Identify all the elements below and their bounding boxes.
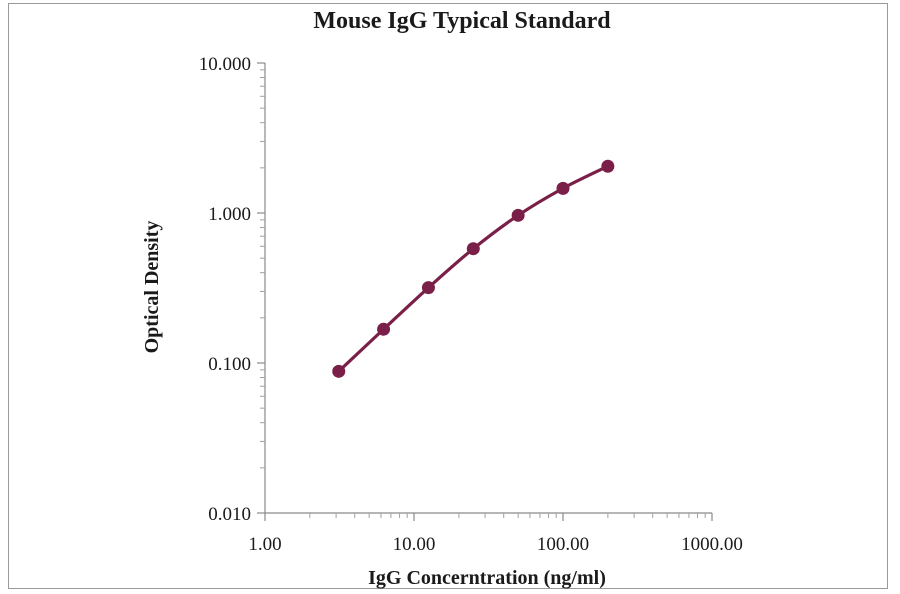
data-point [601,159,615,173]
series-line [337,164,610,373]
series-layer [332,159,615,378]
y-tick-label: 0.100 [208,354,251,375]
data-point [466,242,480,256]
data-point [421,281,435,295]
y-axis-label: Optical Density [141,221,163,354]
data-point [511,208,525,222]
chart-title: Mouse IgG Typical Standard [313,8,611,34]
chart-frame [8,3,888,589]
x-axis-label: IgG Concerntration (ng/ml) [368,567,606,589]
data-point [332,364,346,378]
x-tick-label: 1000.00 [681,534,743,555]
y-axis-tick-labels: 0.010 0.100 1.000 10.000 [199,54,251,525]
y-tick-label: 0.010 [208,504,251,525]
y-tick-label: 1.000 [208,204,251,225]
x-tick-label: 1.00 [248,534,281,555]
x-tick-label: 10.00 [393,534,436,555]
y-tick-label: 10.000 [199,54,251,75]
axes [264,63,712,514]
x-axis-ticks [264,513,713,521]
x-axis-tick-labels: 1.00 10.00 100.00 1000.00 [248,534,743,555]
y-axis-ticks [257,62,265,514]
x-tick-label: 100.00 [537,534,589,555]
data-point [377,322,391,336]
data-point [556,181,570,195]
